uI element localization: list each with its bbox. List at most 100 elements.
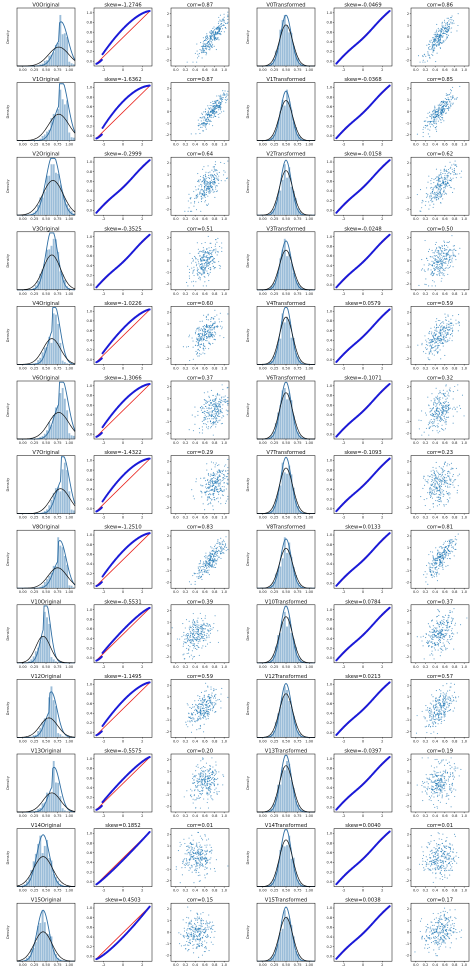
- trans-scatter-point: [452, 391, 454, 393]
- orig-density-bar: [43, 191, 46, 216]
- orig-scatter-point: [209, 120, 211, 122]
- orig-scatter-point: [198, 128, 200, 130]
- trans-scatter-point: [440, 42, 442, 44]
- orig-qq-y-tick-label: 0.6: [86, 254, 92, 258]
- trans-scatter-point: [453, 167, 455, 170]
- orig-scatter-point: [218, 109, 220, 111]
- orig-scatter-point: [206, 272, 209, 274]
- trans-scatter-point: [446, 35, 448, 37]
- trans-scatter-point: [444, 28, 446, 30]
- orig-scatter-point: [217, 403, 219, 405]
- trans-qq-y-tick-label: 0.0: [326, 358, 332, 362]
- row-V6: V6Original skew=-1.3066 corr=0.37 V6Transfo…: [6, 376, 470, 445]
- trans-scatter-point: [421, 344, 423, 346]
- trans-scatter-point: [439, 418, 442, 420]
- trans-scatter-point: [445, 400, 447, 402]
- orig-scatter-point: [197, 336, 199, 338]
- orig-scatter-y-tick-label: 1: [167, 322, 169, 326]
- orig-scatter-point: [225, 100, 227, 102]
- trans-scatter-point: [458, 314, 460, 316]
- orig-scatter-point: [216, 172, 218, 174]
- orig-scatter-point: [213, 26, 215, 28]
- trans-scatter-point: [435, 321, 437, 323]
- orig-scatter-point: [214, 309, 216, 311]
- orig-scatter-point: [222, 404, 224, 406]
- trans-scatter-y-tick-label: 2: [407, 310, 409, 314]
- orig-scatter-point: [188, 277, 191, 279]
- trans-scatter-point: [432, 414, 434, 416]
- trans-scatter-x-tick-label: 0.2: [423, 292, 429, 296]
- trans-scatter-point: [434, 335, 436, 337]
- trans-scatter-point: [429, 111, 431, 113]
- trans-scatter-point: [439, 430, 441, 432]
- orig-scatter-point: [219, 104, 221, 106]
- trans-scatter-point: [435, 261, 438, 263]
- trans-scatter-point: [433, 50, 435, 52]
- orig-density-bar: [68, 132, 71, 141]
- trans-scatter-point: [441, 36, 443, 38]
- orig-scatter-point: [213, 327, 215, 329]
- orig-scatter-point: [215, 423, 217, 425]
- orig-scatter-point: [205, 37, 208, 40]
- trans-scatter-point: [452, 266, 454, 268]
- orig-scatter-point: [197, 355, 199, 357]
- trans-scatter-point: [448, 405, 450, 407]
- orig-scatter-point: [213, 328, 215, 330]
- trans-scatter-point: [447, 109, 450, 111]
- orig-density-title: V1Original: [32, 77, 59, 83]
- trans-scatter-point: [443, 193, 445, 195]
- trans-scatter-point: [447, 251, 450, 253]
- trans-scatter-point: [430, 256, 432, 258]
- trans-scatter-point: [441, 114, 443, 116]
- trans-scatter-point: [418, 419, 420, 421]
- orig-scatter-point: [182, 346, 184, 348]
- orig-scatter-point: [198, 185, 200, 187]
- trans-scatter-point: [440, 112, 442, 114]
- orig-scatter-point: [214, 35, 216, 37]
- trans-scatter-point: [438, 273, 440, 275]
- trans-scatter-point: [446, 181, 449, 183]
- trans-scatter-point: [438, 41, 440, 43]
- trans-scatter-point: [459, 247, 461, 249]
- trans-scatter-point: [460, 176, 462, 178]
- orig-scatter-point: [197, 349, 199, 351]
- orig-scatter-point: [208, 186, 210, 188]
- trans-scatter-point: [439, 398, 441, 401]
- orig-qq-y-tick-label: 0.4: [86, 189, 92, 193]
- orig-scatter-point: [212, 110, 214, 112]
- orig-scatter-point: [213, 338, 215, 340]
- orig-scatter-point: [202, 406, 204, 408]
- trans-scatter-point: [443, 189, 445, 191]
- trans-scatter-point: [453, 255, 455, 257]
- orig-scatter-point: [215, 186, 217, 188]
- orig-scatter-point: [211, 45, 213, 47]
- orig-scatter-point: [201, 405, 203, 408]
- trans-scatter-point: [447, 34, 450, 36]
- orig-scatter-point: [222, 90, 224, 92]
- trans-scatter-point: [450, 187, 452, 189]
- trans-scatter-point: [440, 280, 442, 282]
- trans-scatter-point: [438, 337, 440, 339]
- orig-scatter-point: [203, 179, 205, 182]
- trans-scatter-point: [421, 434, 423, 436]
- orig-scatter-point: [207, 332, 209, 334]
- orig-scatter-point: [202, 338, 204, 340]
- orig-scatter-point: [203, 324, 206, 327]
- trans-scatter-point: [438, 34, 440, 37]
- orig-scatter-point: [201, 259, 203, 261]
- trans-scatter-point: [440, 30, 442, 32]
- trans-scatter-point: [430, 344, 432, 346]
- orig-density-title: V0Original: [32, 3, 59, 9]
- trans-scatter-point: [433, 186, 435, 188]
- orig-qq-y-tick-label: 0.8: [86, 394, 92, 398]
- orig-scatter-point: [214, 182, 217, 184]
- trans-qq-x-tick-label: 2: [381, 217, 383, 221]
- orig-scatter-point: [196, 50, 198, 52]
- trans-scatter-point: [440, 247, 442, 249]
- orig-scatter-point: [206, 411, 208, 414]
- orig-scatter-point: [203, 251, 205, 253]
- orig-scatter-point: [215, 405, 217, 407]
- orig-scatter-point: [200, 45, 202, 47]
- trans-scatter-point: [438, 251, 440, 253]
- trans-scatter-point: [442, 109, 444, 111]
